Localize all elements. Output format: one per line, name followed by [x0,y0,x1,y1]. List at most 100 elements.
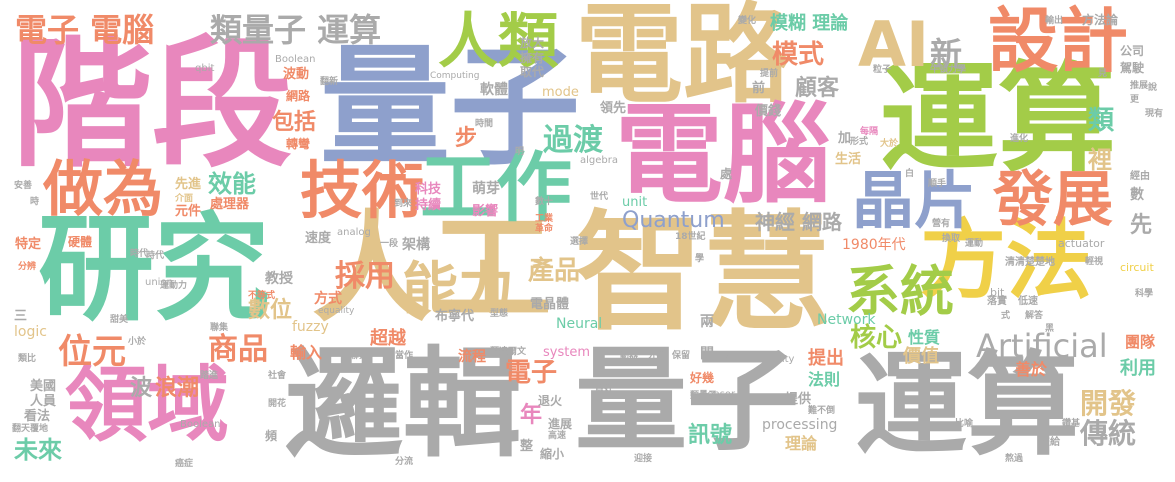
word-misc-z: 黑 [1045,324,1055,334]
word-misc-ay: 更 [1130,95,1140,105]
word-xingzhi: 性質 [908,328,941,347]
word-artificial: Artificial [976,327,1108,365]
word-misc-ab: 熬過 [1005,454,1024,464]
word-misc-ao: 翻新 [320,77,339,87]
word-jinzhan: 進展 [548,417,573,431]
word-rengong: 人工 [312,200,552,339]
word-fangfalun: 方法論 [1082,13,1119,27]
word-misc-at: 數十 [535,197,554,207]
word-yongyou: 擁有 [520,51,545,65]
word-haoji: 好幾 [690,371,715,385]
word-misc-o: 當作 [395,351,414,361]
word-xiaoneng: 效能 [208,170,256,198]
word-ai: AI [858,8,930,81]
word-shangpin: 商品 [208,332,268,367]
word-langchao: 浪潮 [155,376,200,401]
word-weilai: 未來 [14,436,62,464]
word-misc-c: 分辨 [18,262,37,272]
word-fuzzy: fuzzy [292,319,329,335]
word-gongsi: 公司 [1120,44,1145,58]
word-shanyu: 善於 [1015,360,1048,379]
word-1980: 1980年代 [842,237,906,253]
word-misc-aj: 大於 [880,139,899,149]
word-misc-ae: 迎接 [634,454,653,464]
word-dianjingti: 電晶體 [530,297,570,312]
word-bodong: 波動 [283,67,310,82]
word-sensor: sensor [702,389,736,400]
word-zhihui: 智慧 [575,199,832,348]
word-wanglu: 網路 [286,89,311,103]
word-bu: 步 [455,126,478,151]
word-algebra: algebra [580,155,618,166]
word-misc-d: 類比 [18,354,37,364]
word-misc-an: 明 [515,147,525,157]
word-zheng: 整 [520,439,534,454]
word-dianzi-small: 電子 [505,358,558,388]
word-misc-av: 聯繫 [350,351,369,361]
word-nian: 年 [520,403,543,428]
word-gongzuo: 工作 [420,143,572,232]
word-renlei: 人類 [438,7,558,77]
word-jiagou: 架構 [402,237,430,253]
word-lingxian: 領先 [600,101,627,116]
word-shiji: 設計 [988,0,1128,82]
word-misc-ai: 順手 [928,179,947,189]
word-kaifa: 開發 [1080,387,1137,420]
word-misc-bb: 學 [695,254,705,264]
word-muhu-lilun: 模糊 理論 [770,13,849,34]
word-misc-ar: 工業革命 [535,214,554,234]
word-jingyou: 經由 [1130,171,1150,182]
word-qbit: qbit [195,63,215,74]
word-xian: 先 [1130,213,1153,238]
word-misc-q: 保留 [672,351,691,361]
word-union: union [145,277,173,288]
word-renyuan: 人員 [30,394,57,409]
word-lei: 類 [1088,106,1115,136]
word-lilun-bottom: 理論 [785,434,818,453]
word-san: 三 [14,309,28,324]
word-liucheng: 流程 [458,349,486,365]
word-inequality: inequality [745,354,795,365]
word-shijie: 世代 [590,192,609,202]
word-misc-f: 癌症 [175,459,194,469]
word-jishu: 技術 [300,154,425,227]
word-fangda: 放大 [520,36,545,50]
word-sudu: 速度 [305,231,332,246]
word-misc-au: 類達爾文 [490,347,527,357]
word-computing: Computing [430,71,480,81]
word-chuantong: 傳統 [1080,417,1137,450]
word-misc-ba: 見 [1098,69,1108,79]
word-misc-aq: 前 [752,81,766,96]
word-misc-s: 流向 [720,354,739,364]
word-yanjiu: 研究 [38,202,270,337]
word-misc-bf: 鑽基 [1062,419,1081,429]
word-misc-y: 解答 [1025,311,1044,321]
word-xianjin: 先進 [175,177,202,192]
word-circuit: circuit [1120,261,1154,274]
word-misc-h: 甜美 [110,315,129,325]
word-misc-p: 做好 [595,384,614,394]
word-qudai: 取代 [520,65,545,79]
word-misc-x: 低速 [1018,296,1038,307]
word-liang: 兩 [700,314,714,330]
word-baokuo: 包括 [272,110,317,135]
word-misc-k: 不等式 [248,291,276,301]
word-shuru: 輸入 [290,343,323,362]
word-gaosu: 高速 [548,431,567,441]
word-xunhao: 訊號 [688,423,733,448]
word-yingti: 硬體 [68,235,93,249]
word-moshi: 模式 [772,40,825,70]
word-zhuanwan: 轉彎 [286,137,311,151]
word-zhongshi: 18世紀 [675,232,706,242]
word-misc-i: 小於 [128,337,147,347]
word-tichu: 提出 [808,348,844,369]
word-kejichixu: 科技 持續 [415,182,442,213]
word-guoke: 顧客 [795,76,840,101]
word-liyong: 利用 [1120,358,1156,379]
word-jian: 間 [700,346,714,362]
word-misc-r: 外界 [648,351,667,361]
word-misc-bc: 運動 [965,239,984,249]
word-caiyong: 採用 [335,259,395,294]
word-misc-g: 開花 [268,399,287,409]
word-misc-bd: 輕視 [1085,257,1104,267]
